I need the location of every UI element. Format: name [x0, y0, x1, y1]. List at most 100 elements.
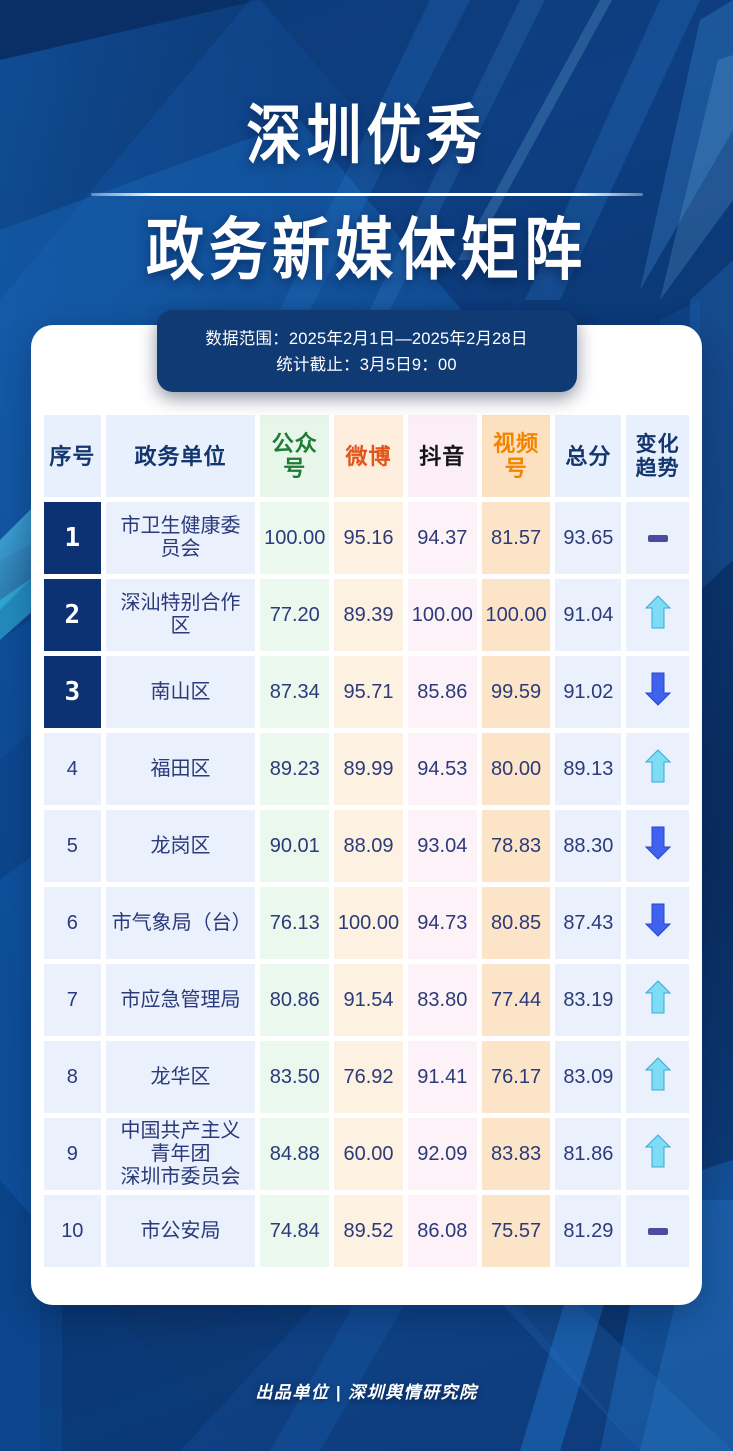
cell-unit: 龙岗区: [105, 810, 256, 882]
cell-shipinhao: 80.85: [481, 887, 551, 959]
cell-rank: 1: [44, 502, 101, 574]
cell-weibo: 76.92: [334, 1041, 403, 1113]
cell-total: 93.65: [555, 502, 622, 574]
arrow-up-icon: [644, 595, 671, 629]
cell-total: 91.04: [555, 579, 622, 651]
column-header-wechat: 公众号: [260, 415, 330, 497]
cell-trend: [626, 1195, 689, 1267]
cell-wechat: 80.86: [260, 964, 330, 1036]
cell-rank: 5: [44, 810, 101, 882]
cell-shipinhao: 99.59: [481, 656, 551, 728]
cell-unit: 市应急管理局: [105, 964, 256, 1036]
table-body: 1 市卫生健康委员会 100.00 95.16 94.37 81.57 93.65 2 深汕特别…: [44, 502, 689, 1267]
cell-trend: [626, 656, 689, 728]
cell-rank: 4: [44, 733, 101, 805]
cell-trend: [626, 810, 689, 882]
page-title-main: 深圳优秀: [246, 97, 487, 173]
column-header-weibo: 微博: [334, 415, 403, 497]
cell-total: 81.86: [555, 1118, 622, 1190]
cell-unit: 中国共产主义青年团 深圳市委员会: [105, 1118, 256, 1190]
column-header-total: 总分: [555, 415, 622, 497]
table-row: 5 龙岗区 90.01 88.09 93.04 78.83 88.30: [44, 810, 689, 882]
cell-wechat: 83.50: [260, 1041, 330, 1113]
cell-rank: 3: [44, 656, 101, 728]
cell-unit: 市卫生健康委员会: [105, 502, 256, 574]
cell-douyin: 91.41: [407, 1041, 477, 1113]
column-header-unit: 政务单位: [105, 415, 256, 497]
cell-shipinhao: 80.00: [481, 733, 551, 805]
cell-trend: [626, 579, 689, 651]
cell-shipinhao: 75.57: [481, 1195, 551, 1267]
cell-total: 91.02: [555, 656, 622, 728]
arrow-down-icon: [644, 903, 671, 937]
cell-total: 81.29: [555, 1195, 622, 1267]
cell-weibo: 60.00: [334, 1118, 403, 1190]
cell-douyin: 93.04: [407, 810, 477, 882]
table-head: 序号 政务单位 公众号 微博 抖音 视频号 总分 变化趋势: [44, 415, 689, 497]
arrow-flat-icon: [647, 1227, 668, 1235]
table-row: 10 市公安局 74.84 89.52 86.08 75.57 81.29: [44, 1195, 689, 1267]
cell-total: 87.43: [555, 887, 622, 959]
poster-footer: 出品单位 | 深圳舆情研究院: [0, 1378, 733, 1403]
column-header-trend: 变化趋势: [626, 415, 689, 497]
cell-total: 83.09: [555, 1041, 622, 1113]
cell-shipinhao: 100.00: [481, 579, 551, 651]
cell-wechat: 100.00: [260, 502, 330, 574]
cell-trend: [626, 887, 689, 959]
cell-weibo: 89.52: [334, 1195, 403, 1267]
table-row: 3 南山区 87.34 95.71 85.86 99.59 91.02: [44, 656, 689, 728]
data-cutoff-line: 统计截止：3月5日9：00: [276, 356, 457, 374]
cell-wechat: 90.01: [260, 810, 330, 882]
cell-weibo: 89.99: [334, 733, 403, 805]
cell-unit: 市公安局: [105, 1195, 256, 1267]
title-divider: [90, 193, 643, 196]
cell-shipinhao: 78.83: [481, 810, 551, 882]
cell-unit: 深汕特别合作区: [105, 579, 256, 651]
arrow-up-icon: [644, 980, 671, 1014]
cell-wechat: 87.34: [260, 656, 330, 728]
cell-rank: 9: [44, 1118, 101, 1190]
cell-trend: [626, 964, 689, 1036]
cell-wechat: 89.23: [260, 733, 330, 805]
table-row: 2 深汕特别合作区 77.20 89.39 100.00 100.00 91.04: [44, 579, 689, 651]
cell-wechat: 74.84: [260, 1195, 330, 1267]
cell-wechat: 77.20: [260, 579, 330, 651]
ranking-table: 序号 政务单位 公众号 微博 抖音 视频号 总分 变化趋势 1 市卫生健康委员会 1…: [39, 410, 694, 1272]
arrow-flat-icon: [647, 534, 668, 542]
cell-trend: [626, 733, 689, 805]
content-card: 序号 政务单位 公众号 微博 抖音 视频号 总分 变化趋势 1 市卫生健康委员会 1…: [31, 325, 702, 1305]
cell-trend: [626, 1118, 689, 1190]
arrow-up-icon: [644, 1057, 671, 1091]
cell-unit: 龙华区: [105, 1041, 256, 1113]
cell-weibo: 95.71: [334, 656, 403, 728]
cell-shipinhao: 76.17: [481, 1041, 551, 1113]
date-range-banner: 数据范围：2025年2月1日—2025年2月28日 统计截止：3月5日9：00: [156, 310, 577, 392]
table-row: 4 福田区 89.23 89.99 94.53 80.00 89.13: [44, 733, 689, 805]
cell-weibo: 91.54: [334, 964, 403, 1036]
cell-weibo: 95.16: [334, 502, 403, 574]
cell-unit: 福田区: [105, 733, 256, 805]
date-range-line: 数据范围：2025年2月1日—2025年2月28日: [205, 330, 528, 348]
footer-credit: 出品单位 | 深圳舆情研究院: [255, 1383, 478, 1402]
cell-total: 83.19: [555, 964, 622, 1036]
cell-douyin: 94.37: [407, 502, 477, 574]
column-header-douyin: 抖音: [407, 415, 477, 497]
cell-weibo: 88.09: [334, 810, 403, 882]
cell-weibo: 89.39: [334, 579, 403, 651]
cell-douyin: 85.86: [407, 656, 477, 728]
cell-rank: 8: [44, 1041, 101, 1113]
table-row: 8 龙华区 83.50 76.92 91.41 76.17 83.09: [44, 1041, 689, 1113]
cell-shipinhao: 83.83: [481, 1118, 551, 1190]
cell-rank: 10: [44, 1195, 101, 1267]
cell-shipinhao: 77.44: [481, 964, 551, 1036]
cell-unit: 南山区: [105, 656, 256, 728]
cell-unit: 市气象局（台）: [105, 887, 256, 959]
cell-rank: 2: [44, 579, 101, 651]
cell-wechat: 76.13: [260, 887, 330, 959]
arrow-up-icon: [644, 1134, 671, 1168]
cell-weibo: 100.00: [334, 887, 403, 959]
cell-douyin: 94.53: [407, 733, 477, 805]
cell-shipinhao: 81.57: [481, 502, 551, 574]
cell-total: 89.13: [555, 733, 622, 805]
